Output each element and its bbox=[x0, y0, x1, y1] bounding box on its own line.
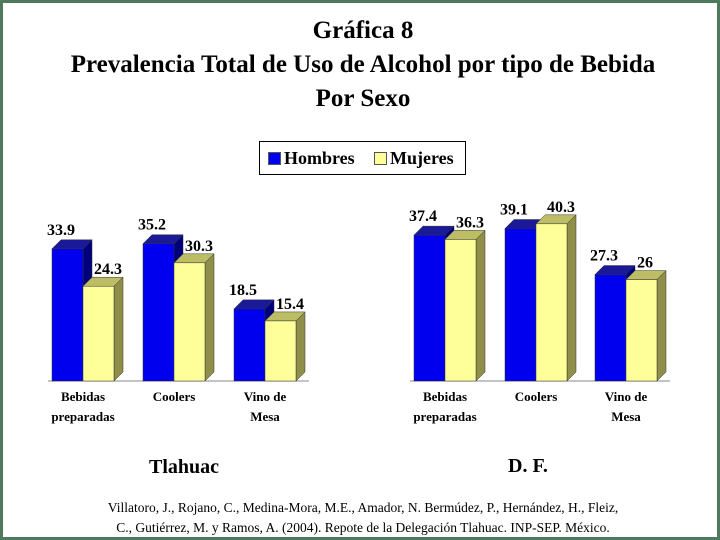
legend-label-hombres: Hombres bbox=[284, 148, 355, 168]
bar-hombres bbox=[233, 308, 266, 382]
bar-side-face bbox=[113, 276, 124, 382]
data-label: 36.3 bbox=[456, 214, 484, 231]
category-tick-label: Vino de bbox=[605, 389, 648, 404]
bar-hombres bbox=[413, 234, 446, 382]
legend-swatch-mujeres bbox=[374, 152, 387, 165]
data-label: 26 bbox=[637, 255, 653, 272]
panel-label-df: D. F. bbox=[508, 455, 548, 477]
bar-mujeres bbox=[444, 239, 477, 382]
category-tick-label: Coolers bbox=[153, 389, 196, 404]
data-label: 30.3 bbox=[185, 238, 213, 255]
panel-label-tlahuac: Tlahuac bbox=[149, 456, 220, 478]
data-label: 37.4 bbox=[409, 208, 437, 225]
category-tick-label: Bebidas bbox=[61, 389, 105, 404]
data-label: 35.2 bbox=[138, 217, 166, 234]
bar-side-face bbox=[566, 214, 577, 382]
bar-hombres bbox=[594, 274, 627, 382]
bar-mujeres bbox=[173, 262, 206, 382]
bar-side-face bbox=[656, 269, 667, 382]
category-tick-label: Bebidas bbox=[423, 389, 467, 404]
category-tick-label: preparadas bbox=[413, 409, 476, 424]
category-tick-label: Vino de bbox=[244, 389, 287, 404]
citation-line-1: Villatoro, J., Rojano, C., Medina-Mora, … bbox=[107, 500, 619, 515]
category-tick-label: Mesa bbox=[611, 409, 641, 424]
legend: Hombres Mujeres bbox=[259, 141, 466, 175]
data-label: 39.1 bbox=[500, 202, 528, 219]
bar-mujeres bbox=[535, 223, 568, 382]
data-label: 18.5 bbox=[229, 282, 257, 299]
data-label: 24.3 bbox=[94, 261, 122, 278]
chart-title-line-1: Gráfica 8 bbox=[312, 17, 414, 44]
bar-mujeres bbox=[264, 320, 297, 382]
bar-side-face bbox=[204, 253, 215, 382]
bar-mujeres bbox=[625, 279, 658, 382]
chart-title-line-2: Prevalencia Total de Uso de Alcohol por … bbox=[70, 51, 656, 78]
data-label: 33.9 bbox=[47, 222, 75, 239]
data-label: 27.3 bbox=[590, 248, 618, 265]
category-tick-label: preparadas bbox=[51, 409, 114, 424]
bar-hombres bbox=[504, 228, 537, 382]
bar-side-face bbox=[295, 311, 306, 382]
citation-line-2: C., Gutiérrez, M. y Ramos, A. (2004). Re… bbox=[116, 520, 610, 535]
bar-side-face bbox=[475, 229, 486, 382]
bar-mujeres bbox=[82, 285, 115, 382]
data-label: 15.4 bbox=[276, 296, 304, 313]
legend-label-mujeres: Mujeres bbox=[390, 148, 454, 168]
category-tick-label: Coolers bbox=[515, 389, 558, 404]
bar-hombres bbox=[142, 243, 175, 382]
data-label: 40.3 bbox=[547, 199, 575, 216]
legend-swatch-hombres bbox=[268, 152, 281, 165]
category-tick-label: Mesa bbox=[250, 409, 280, 424]
chart-title-line-3: Por Sexo bbox=[315, 85, 411, 112]
bar-hombres bbox=[51, 248, 84, 382]
citation: Villatoro, J., Rojano, C., Medina-Mora, … bbox=[23, 498, 703, 538]
